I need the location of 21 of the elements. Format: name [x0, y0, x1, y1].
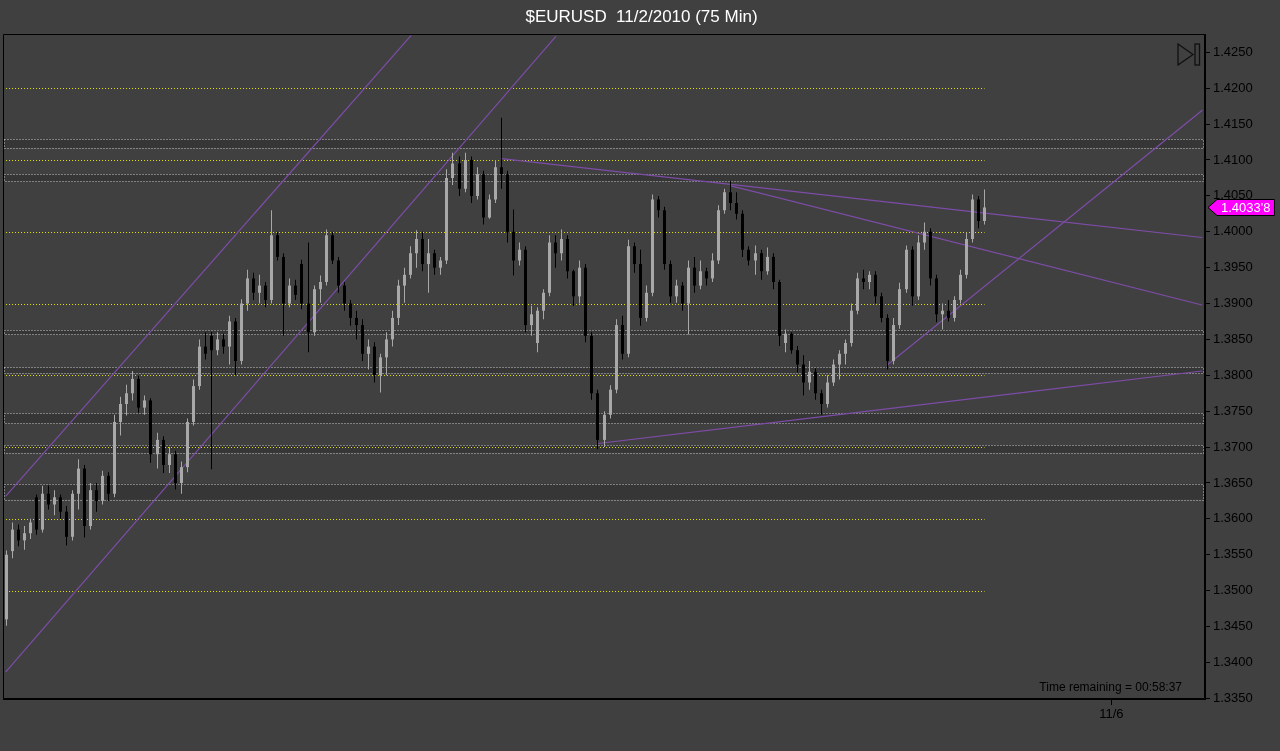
- y-tick-label: 1.3950: [1213, 259, 1253, 275]
- y-tick-label: 1.3600: [1213, 510, 1253, 526]
- chart-title: $EURUSD 11/2/2010 (75 Min): [525, 6, 758, 26]
- y-tick-label: 1.3450: [1213, 618, 1253, 634]
- x-tick-label: 11/6: [1099, 706, 1124, 722]
- y-tick-label: 1.3900: [1213, 295, 1253, 311]
- y-tick-label: 1.3750: [1213, 402, 1253, 418]
- y-tick-label: 1.3350: [1213, 689, 1253, 705]
- y-tick-label: 1.3700: [1213, 438, 1253, 454]
- annotation: Time remaining = 00:58:37: [1039, 680, 1183, 694]
- y-tick-label: 1.4250: [1213, 43, 1253, 59]
- y-tick-label: 1.4100: [1213, 151, 1253, 167]
- y-tick-label: 1.3800: [1213, 366, 1253, 382]
- y-tick-label: 1.3650: [1213, 474, 1253, 490]
- y-tick-label: 1.3550: [1213, 546, 1253, 562]
- y-tick-label: 1.4200: [1213, 79, 1253, 95]
- y-tick-label: 1.4000: [1213, 223, 1253, 239]
- y-tick-label: 1.3850: [1213, 331, 1253, 347]
- y-tick-label: 1.4150: [1213, 115, 1253, 131]
- y-tick-label: 1.3500: [1213, 582, 1253, 598]
- y-tick-label: 1.3400: [1213, 653, 1253, 669]
